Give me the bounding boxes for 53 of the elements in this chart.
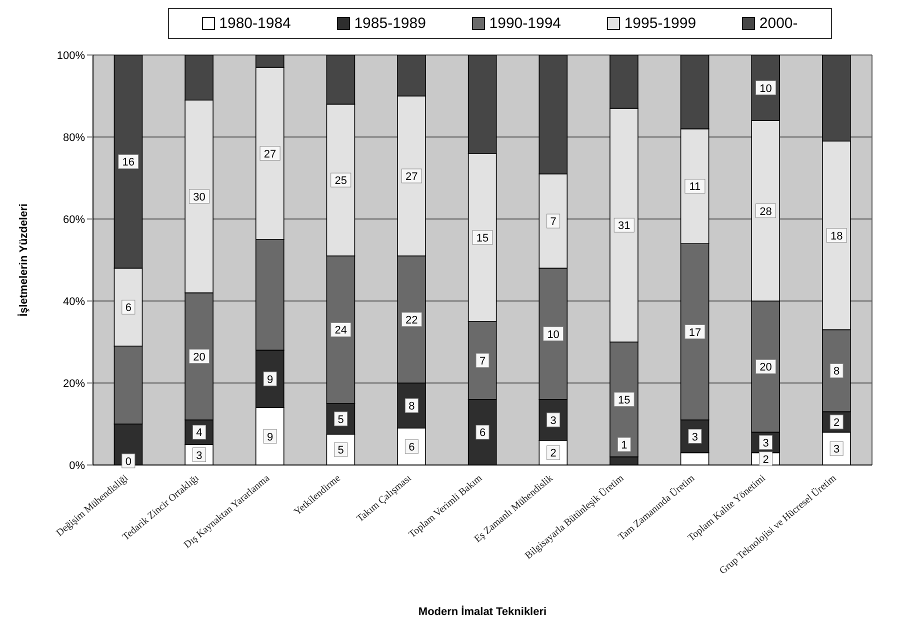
annotation: 5 — [338, 444, 344, 457]
annotation: 17 — [688, 326, 702, 339]
annotation: 10 — [760, 82, 772, 95]
legend-label: 2000- — [758, 15, 798, 32]
annotation: 9 — [266, 374, 274, 386]
annotation: 31 — [618, 220, 630, 232]
annotation: 15 — [476, 232, 489, 244]
annotation: 16 — [122, 156, 135, 169]
annotation: 8 — [408, 400, 415, 413]
annotation: 9 — [266, 431, 274, 444]
annotation: 1 — [621, 440, 628, 452]
y-tick-label: 40% — [62, 296, 86, 308]
annotation: 27 — [406, 170, 418, 183]
annotation: 7 — [479, 355, 486, 368]
annotation: 6 — [479, 427, 486, 440]
y-tick-label: 60% — [62, 214, 86, 226]
y-tick-label: 0% — [69, 460, 86, 472]
y-tick-label: 100% — [56, 50, 86, 62]
annotation: 18 — [830, 230, 843, 242]
annotation: 20 — [193, 351, 206, 364]
legend-label: 1995-1999 — [623, 15, 696, 32]
y-tick-label: 20% — [62, 378, 86, 390]
annotation: 3 — [834, 444, 840, 456]
annotation: 15 — [618, 394, 630, 406]
annotation: 5 — [338, 414, 344, 426]
y-axis-title: İşletmelerin Yüzdeleri — [16, 204, 30, 316]
x-axis-title: Modern İmalat Teknikleri — [418, 605, 547, 618]
legend-label: 1990-1994 — [488, 15, 562, 32]
annotation: 30 — [193, 191, 206, 204]
annotation: 3 — [762, 437, 769, 450]
annotation: 27 — [264, 148, 276, 160]
annotation: 3 — [550, 414, 556, 427]
annotation: 3 — [692, 431, 698, 444]
annotation: 10 — [547, 328, 560, 341]
annotation: 6 — [408, 442, 415, 454]
annotation: 22 — [406, 314, 418, 326]
annotation: 3 — [196, 450, 202, 462]
annotation: 2 — [762, 454, 769, 466]
annotation: 2 — [550, 448, 556, 460]
annotation: 4 — [196, 427, 202, 440]
legend-label: 1980-1984 — [218, 15, 291, 32]
y-tick-label: 80% — [62, 132, 86, 144]
annotation: 7 — [550, 216, 556, 228]
legend-label: 1985-1989 — [353, 15, 426, 32]
annotation: 25 — [334, 175, 347, 188]
annotation: 6 — [125, 302, 132, 314]
annotation: 2 — [834, 416, 840, 429]
annotation: 11 — [689, 181, 701, 194]
annotation: 20 — [760, 362, 772, 374]
annotation: 24 — [334, 324, 347, 337]
annotation: 28 — [760, 206, 772, 218]
annotation: 0 — [125, 456, 132, 468]
annotation: 8 — [834, 366, 840, 378]
